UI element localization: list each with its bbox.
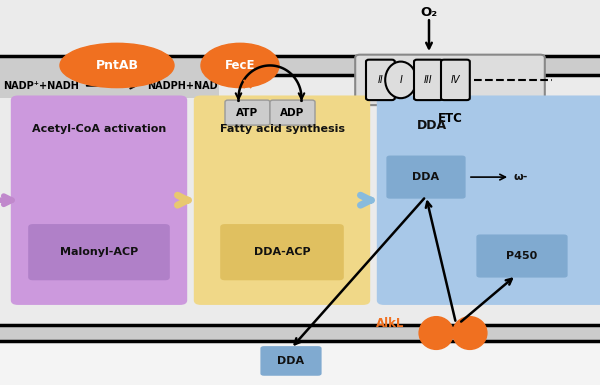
FancyBboxPatch shape [355, 55, 545, 105]
FancyBboxPatch shape [270, 100, 315, 125]
FancyBboxPatch shape [476, 234, 568, 278]
Text: III: III [424, 75, 433, 85]
Text: NADP⁺+NADH: NADP⁺+NADH [3, 81, 79, 90]
Text: IV: IV [451, 75, 460, 85]
FancyBboxPatch shape [11, 95, 187, 305]
FancyBboxPatch shape [220, 224, 344, 280]
Text: AlkL: AlkL [376, 317, 404, 330]
FancyBboxPatch shape [0, 73, 219, 98]
Text: FecE: FecE [225, 59, 255, 72]
Text: PntAB: PntAB [95, 59, 139, 72]
Text: Acetyl-CoA activation: Acetyl-CoA activation [32, 124, 166, 134]
Ellipse shape [419, 316, 454, 350]
Text: DDA: DDA [417, 119, 447, 132]
Text: DDA: DDA [277, 356, 305, 366]
FancyBboxPatch shape [28, 224, 170, 280]
Text: NADPH+NAD⁺: NADPH+NAD⁺ [147, 81, 223, 90]
Text: DDA-ACP: DDA-ACP [254, 247, 310, 257]
Text: ADP: ADP [280, 108, 305, 117]
FancyBboxPatch shape [441, 60, 470, 100]
Text: ETC: ETC [437, 112, 463, 125]
Text: ω-: ω- [513, 172, 527, 182]
Ellipse shape [453, 316, 487, 350]
Text: I: I [400, 75, 402, 85]
Text: P450: P450 [506, 251, 538, 261]
Text: II: II [377, 75, 383, 85]
FancyBboxPatch shape [225, 100, 270, 125]
Ellipse shape [60, 44, 174, 87]
FancyBboxPatch shape [377, 95, 600, 305]
FancyBboxPatch shape [194, 95, 370, 305]
Text: O₂: O₂ [421, 6, 437, 19]
Ellipse shape [385, 62, 416, 98]
Text: Fatty acid synthesis: Fatty acid synthesis [220, 124, 344, 134]
Text: Malonyl-ACP: Malonyl-ACP [60, 247, 138, 257]
Ellipse shape [201, 44, 279, 87]
FancyBboxPatch shape [366, 60, 395, 100]
Text: ATP: ATP [236, 108, 259, 117]
Text: ×: × [239, 77, 253, 92]
Text: DDA: DDA [412, 172, 440, 182]
FancyBboxPatch shape [414, 60, 443, 100]
FancyBboxPatch shape [386, 156, 466, 199]
FancyBboxPatch shape [260, 346, 322, 376]
